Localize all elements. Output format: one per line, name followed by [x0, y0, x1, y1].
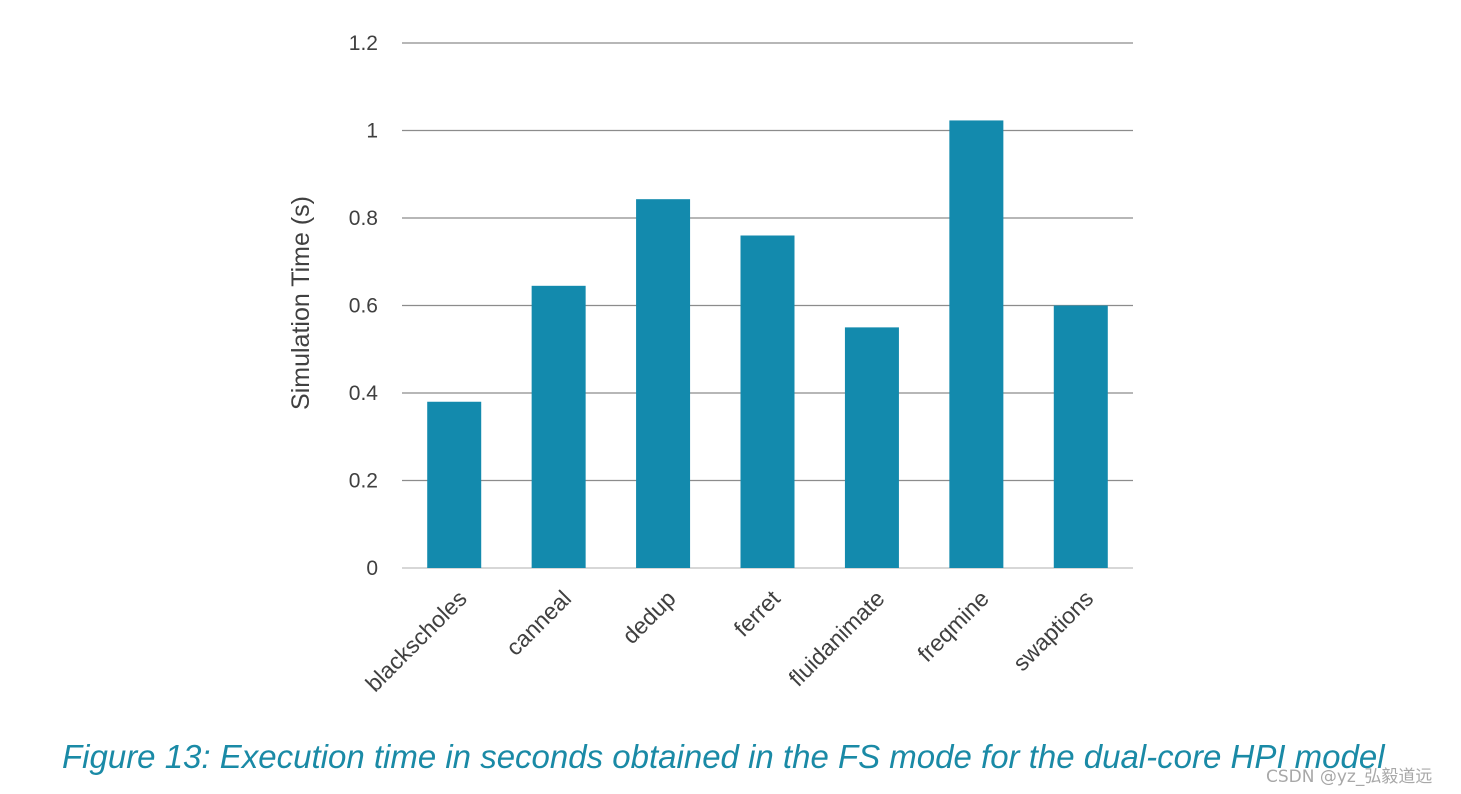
y-tick-label: 0: [366, 557, 378, 580]
x-tick-label: fluidanimate: [783, 585, 889, 691]
y-tick-labels: 0 0.2 0.4 0.6 0.8 1 1.2: [349, 32, 379, 580]
y-tick-label: 1.2: [349, 32, 378, 55]
x-tick-label: blackscholes: [360, 585, 472, 697]
y-tick-label: 1: [366, 120, 378, 143]
bar-canneal: [531, 285, 586, 568]
bar-freqmine: [949, 120, 1004, 568]
y-tick-label: 0.6: [349, 295, 378, 318]
x-tick-label: freqmine: [912, 585, 994, 667]
figure-caption: Figure 13: Execution time in seconds obt…: [62, 738, 1385, 775]
y-tick-label: 0.4: [349, 382, 379, 405]
y-axis-title: Simulation Time (s): [287, 196, 315, 410]
y-tick-label: 0.2: [349, 470, 378, 493]
x-tick-label: dedup: [617, 585, 681, 649]
bar-fluidanimate: [844, 327, 899, 568]
x-tick-label: canneal: [501, 585, 576, 660]
watermark: CSDN @yz_弘毅道远: [1266, 767, 1433, 787]
bar-swaptions: [1053, 305, 1108, 568]
bar-blackscholes: [427, 401, 482, 568]
bars: [427, 120, 1108, 568]
x-tick-label: swaptions: [1008, 585, 1099, 676]
y-tick-label: 0.8: [349, 207, 378, 230]
x-tick-labels: blackscholes canneal dedup ferretfluidanima…: [360, 585, 1098, 697]
x-tick-label: ferret: [729, 585, 786, 642]
bar-dedup: [636, 199, 691, 568]
bar-ferret: [740, 235, 795, 568]
